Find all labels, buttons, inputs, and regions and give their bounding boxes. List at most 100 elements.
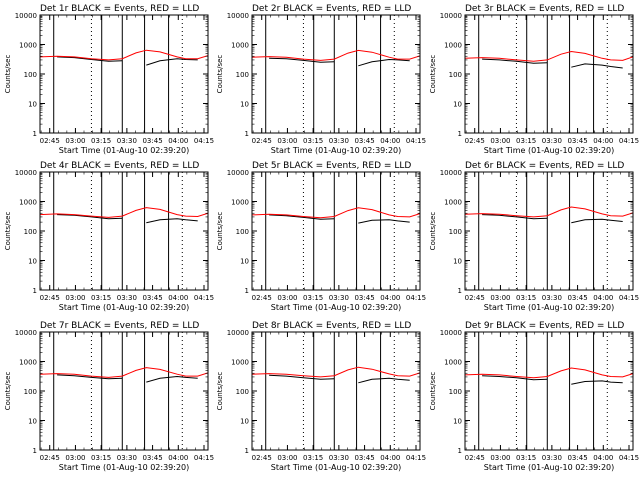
y-tick-label: 1: [33, 287, 37, 295]
x-tick-label: 03:00: [65, 294, 85, 302]
x-tick-label: 04:00: [593, 454, 613, 462]
x-tick-label: 04:15: [406, 454, 426, 462]
plot-frame: [251, 14, 421, 134]
x-tick-label: 04:00: [593, 294, 613, 302]
y-axis-label: Counts/sec: [4, 212, 12, 251]
x-tick-label: 03:30: [329, 137, 349, 145]
x-tick-label: 03:00: [65, 137, 85, 145]
x-tick-label: 03:45: [142, 294, 162, 302]
y-axis-label: Counts/sec: [216, 372, 224, 411]
x-tick-label: 03:30: [329, 454, 349, 462]
series-line-events: [269, 57, 410, 67]
y-tick-label: 100: [236, 388, 249, 396]
y-tick-label: 1000: [19, 359, 37, 367]
x-tick-label: 04:00: [168, 137, 188, 145]
series-line-events: [482, 375, 623, 385]
series-line-lld: [40, 207, 208, 218]
detector-panel: Det 4r BLACK = Events, RED = LLD 1 10 100 10…: [4, 161, 214, 312]
x-axis-label: Start Time (01-Aug-10 02:39:20): [59, 146, 190, 155]
x-tick-label: 03:45: [354, 294, 374, 302]
x-tick-label: 03:00: [490, 294, 510, 302]
x-tick-label: 03:15: [516, 294, 536, 302]
y-tick-label: 10: [28, 418, 37, 426]
x-tick-label: 03:30: [542, 137, 562, 145]
y-axis-label: Counts/sec: [429, 372, 437, 411]
x-tick-label: 03:15: [91, 294, 111, 302]
y-tick-label: 1: [458, 287, 462, 295]
chart-title: Det 9r BLACK = Events, RED = LLD: [465, 321, 624, 331]
series-line-lld: [252, 49, 420, 61]
x-tick-label: 03:45: [567, 454, 587, 462]
y-tick-label: 1: [458, 130, 462, 138]
x-tick-label: 04:15: [194, 294, 214, 302]
series-line-lld: [465, 50, 633, 62]
x-axis-label: Start Time (01-Aug-10 02:39:20): [271, 463, 402, 472]
series-line-events: [482, 214, 623, 224]
plot-frame: [251, 171, 421, 291]
x-tick-label: 04:15: [406, 137, 426, 145]
x-tick-label: 02:45: [252, 137, 272, 145]
y-tick-label: 10: [240, 418, 249, 426]
series-line-lld: [465, 367, 633, 379]
series-line-events: [57, 56, 198, 66]
x-tick-label: 02:45: [465, 454, 485, 462]
y-tick-label: 100: [24, 71, 37, 79]
x-tick-label: 03:45: [142, 454, 162, 462]
x-tick-label: 03:00: [277, 294, 297, 302]
x-tick-label: 03:15: [303, 137, 323, 145]
plot-frame: [464, 14, 634, 134]
y-tick-label: 1: [245, 447, 249, 455]
y-tick-label: 100: [449, 71, 462, 79]
chart-title: Det 7r BLACK = Events, RED = LLD: [40, 321, 199, 331]
x-tick-label: 03:00: [277, 454, 297, 462]
x-tick-label: 04:15: [619, 294, 639, 302]
y-tick-label: 1000: [19, 199, 37, 207]
y-tick-label: 100: [236, 71, 249, 79]
y-tick-label: 10000: [440, 169, 462, 177]
y-axis-label: Counts/sec: [4, 55, 12, 94]
series-line-events: [57, 374, 198, 383]
plot-frame: [464, 171, 634, 291]
x-tick-label: 03:45: [354, 454, 374, 462]
x-tick-label: 02:45: [40, 454, 60, 462]
y-tick-label: 1: [245, 287, 249, 295]
y-tick-label: 10000: [440, 329, 462, 337]
plot-frame: [464, 331, 634, 451]
x-tick-label: 02:45: [465, 137, 485, 145]
y-axis-label: Counts/sec: [429, 212, 437, 251]
x-tick-label: 03:45: [567, 137, 587, 145]
x-tick-label: 04:00: [380, 294, 400, 302]
x-tick-label: 03:15: [91, 137, 111, 145]
y-tick-label: 10000: [15, 329, 37, 337]
x-tick-label: 03:30: [117, 454, 137, 462]
x-tick-label: 04:00: [380, 454, 400, 462]
y-tick-label: 10: [240, 258, 249, 266]
detector-panel: Det 3r BLACK = Events, RED = LLD 1 10 100 10…: [429, 4, 639, 155]
x-tick-label: 03:15: [516, 454, 536, 462]
x-tick-label: 03:15: [303, 294, 323, 302]
x-tick-label: 03:00: [490, 454, 510, 462]
series-line-lld: [252, 366, 420, 378]
series-line-lld: [252, 207, 420, 219]
y-tick-label: 1000: [231, 199, 249, 207]
y-tick-label: 10: [453, 101, 462, 109]
y-tick-label: 10000: [227, 329, 249, 337]
y-tick-label: 10: [453, 258, 462, 266]
x-tick-label: 03:15: [516, 137, 536, 145]
x-axis-label: Start Time (01-Aug-10 02:39:20): [59, 303, 190, 312]
y-tick-label: 10000: [227, 12, 249, 20]
y-tick-label: 100: [236, 228, 249, 236]
x-tick-label: 03:30: [542, 454, 562, 462]
x-tick-label: 04:15: [194, 454, 214, 462]
y-tick-label: 1: [33, 447, 37, 455]
y-axis-label: Counts/sec: [429, 55, 437, 94]
x-tick-label: 04:00: [168, 294, 188, 302]
x-tick-label: 02:45: [252, 454, 272, 462]
x-axis-label: Start Time (01-Aug-10 02:39:20): [484, 463, 615, 472]
x-axis-label: Start Time (01-Aug-10 02:39:20): [484, 146, 615, 155]
x-axis-label: Start Time (01-Aug-10 02:39:20): [271, 146, 402, 155]
y-tick-label: 10000: [15, 169, 37, 177]
detector-panel: Det 8r BLACK = Events, RED = LLD 1 10 100 10…: [216, 321, 426, 472]
y-tick-label: 1000: [231, 42, 249, 50]
y-tick-label: 1: [33, 130, 37, 138]
